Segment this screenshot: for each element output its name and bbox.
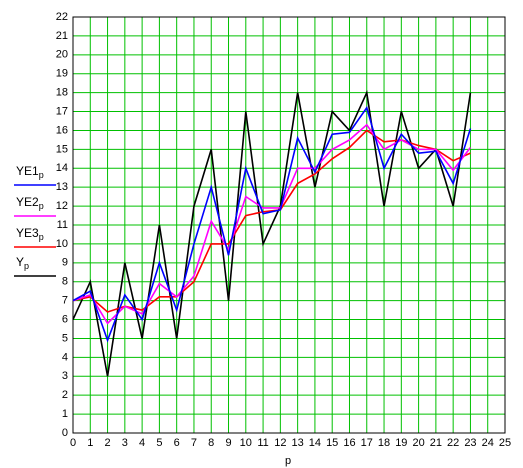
legend-label: YE3p [16, 226, 44, 242]
legend-subscript: p [39, 201, 44, 211]
y-tick-label: 9 [62, 257, 68, 269]
x-tick-label: 2 [104, 437, 110, 449]
x-tick-label: 21 [430, 437, 442, 449]
y-tick-label: 16 [56, 124, 68, 136]
legend-label: YE1p [16, 164, 44, 180]
y-tick-label: 13 [56, 181, 68, 193]
y-tick-label: 7 [62, 295, 68, 307]
y-tick-label: 15 [56, 143, 68, 155]
x-tick-label: 7 [191, 437, 197, 449]
legend-label: Yp [16, 255, 29, 271]
legend-name: YE1 [16, 164, 39, 178]
y-tick-label: 21 [56, 30, 68, 42]
y-tick-label: 22 [56, 11, 68, 23]
series-line [72, 89, 472, 377]
plot-border [72, 16, 506, 434]
legend-subscript: p [39, 170, 44, 180]
x-tick-label: 17 [361, 437, 373, 449]
x-tick-label: 0 [70, 437, 76, 449]
y-tick-label: 6 [62, 313, 68, 325]
y-tick-label: 18 [56, 87, 68, 99]
y-tick-label: 10 [56, 238, 68, 250]
x-tick-label: 10 [240, 437, 252, 449]
x-tick-label: 12 [274, 437, 286, 449]
y-tick-label: 12 [56, 200, 68, 212]
legend-name: Y [16, 255, 24, 269]
x-tick-label: 23 [464, 437, 476, 449]
x-tick-label: 15 [326, 437, 338, 449]
x-tick-label: 1 [87, 437, 93, 449]
legend-subscript: p [39, 232, 44, 242]
x-tick-label: 18 [378, 437, 390, 449]
x-tick-label: 8 [208, 437, 214, 449]
x-tick-label: 24 [482, 437, 494, 449]
x-tick-label: 14 [309, 437, 321, 449]
legend-subscript: p [24, 261, 29, 271]
x-tick-label: 11 [257, 437, 268, 449]
x-tick-label: 19 [395, 437, 407, 449]
x-tick-label: 13 [292, 437, 304, 449]
y-tick-label: 2 [62, 389, 68, 401]
y-tick-label: 19 [56, 68, 68, 80]
y-tick-label: 20 [56, 49, 68, 61]
x-tick-label: 22 [447, 437, 459, 449]
x-tick-label: 16 [343, 437, 355, 449]
legend-label: YE2p [16, 195, 44, 211]
series-line [72, 123, 472, 325]
x-tick-label: 6 [174, 437, 180, 449]
x-tick-label: 20 [412, 437, 424, 449]
x-tick-label: 5 [156, 437, 162, 449]
legend-name: YE2 [16, 195, 39, 209]
y-tick-label: 8 [62, 276, 68, 288]
y-tick-label: 14 [56, 162, 68, 174]
legend-name: YE3 [16, 226, 39, 240]
x-tick-label: 25 [499, 437, 511, 449]
y-tick-label: 5 [62, 332, 68, 344]
x-tick-label: 3 [122, 437, 128, 449]
y-tick-label: 3 [62, 370, 68, 382]
y-tick-label: 0 [62, 427, 68, 439]
y-tick-label: 1 [62, 408, 68, 420]
y-tick-label: 11 [57, 219, 68, 231]
x-tick-label: 9 [225, 437, 231, 449]
series-line [72, 105, 472, 343]
x-axis-label: p [285, 455, 291, 467]
y-tick-label: 4 [62, 351, 68, 363]
y-tick-label: 17 [56, 105, 68, 117]
x-tick-label: 4 [139, 437, 145, 449]
